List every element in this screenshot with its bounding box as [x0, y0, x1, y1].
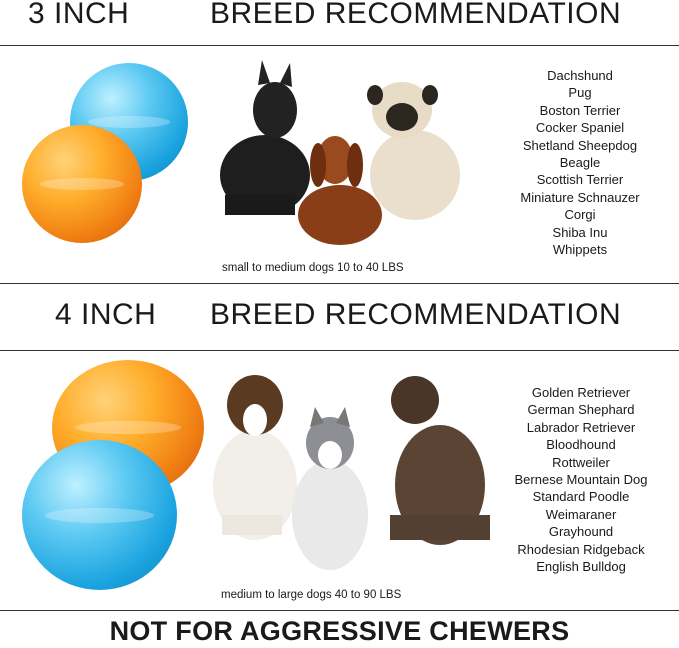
breed-item: Shetland Sheepdog — [522, 137, 638, 153]
breed-item: Rottweiler — [552, 454, 610, 470]
breed-item: Miniature Schnauzer — [520, 189, 640, 205]
breed-item: Rhodesian Ridgeback — [517, 541, 645, 557]
breed-list: Dachshund Pug Boston Terrier Cocker Span… — [480, 67, 679, 258]
section-title: BREED RECOMMENDATION — [210, 0, 622, 30]
large-dogs-image — [213, 375, 490, 570]
breed-item: Labrador Retriever — [526, 419, 636, 435]
breed-item: Shiba Inu — [552, 224, 608, 240]
breed-item: Golden Retriever — [531, 385, 631, 400]
breed-item: Bloodhound — [546, 437, 616, 453]
breed-item: Dachshund — [547, 68, 613, 83]
header-3-inch: 3 INCH BREED RECOMMENDATION — [0, 0, 679, 37]
dachshund-image — [298, 136, 382, 245]
section-title: BREED RECOMMENDATION — [210, 298, 622, 331]
breed-list: Golden Retriever German Shephard Labrado… — [481, 384, 679, 575]
breed-item: Corgi — [564, 207, 596, 223]
breed-item: Weimaraner — [545, 506, 617, 522]
breed-item: Scottish Terrier — [536, 172, 624, 188]
blue-ball-image — [22, 440, 177, 590]
wirehaired-pointer-image — [390, 376, 490, 545]
warning-text: NOT FOR AGGRESSIVE CHEWERS — [109, 616, 570, 646]
small-dogs-image — [220, 60, 460, 245]
divider — [0, 610, 679, 611]
divider — [0, 45, 679, 46]
husky-image — [292, 407, 368, 570]
pug-image — [367, 82, 460, 220]
breed-item: Beagle — [559, 155, 601, 171]
breed-item: Cocker Spaniel — [535, 120, 625, 136]
divider — [0, 283, 679, 284]
breed-item: Bernese Mountain Dog — [514, 472, 648, 488]
breed-item: English Bulldog — [536, 559, 626, 575]
australian-shepherd-image — [213, 375, 297, 540]
size-label: 4 INCH — [55, 298, 157, 331]
divider — [0, 350, 679, 351]
breed-item: Grayhound — [548, 524, 614, 540]
size-label: 3 INCH — [28, 0, 130, 30]
breed-item: Pug — [568, 85, 592, 101]
breed-item: German Shephard — [527, 402, 635, 418]
size-caption: small to medium dogs 10 to 40 LBS — [222, 262, 404, 274]
size-caption: medium to large dogs 40 to 90 LBS — [221, 589, 402, 601]
breed-item: Whippets — [552, 242, 608, 258]
breed-item: Boston Terrier — [539, 102, 621, 118]
breed-item: Standard Poodle — [532, 489, 630, 505]
orange-ball-image — [22, 125, 142, 243]
scottish-terrier-image — [220, 60, 310, 215]
header-4-inch: 4 INCH BREED RECOMMENDATION — [0, 298, 679, 338]
